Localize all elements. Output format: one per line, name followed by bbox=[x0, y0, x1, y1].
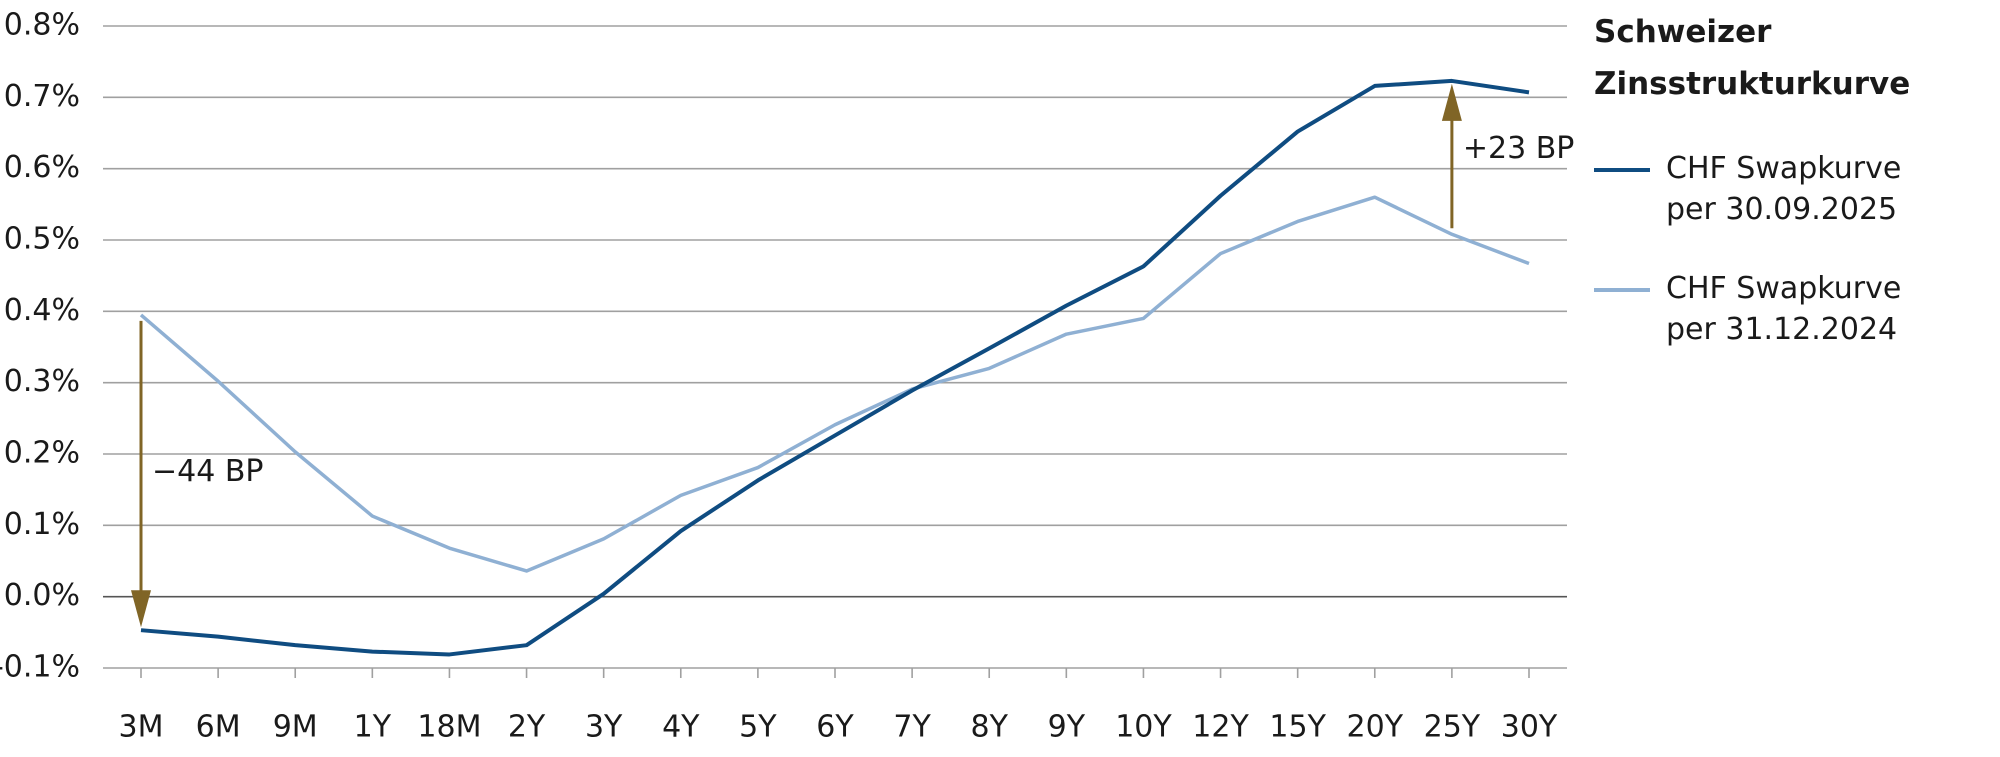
x-tick-label: 4Y bbox=[662, 710, 700, 745]
x-tick-label: 2Y bbox=[508, 710, 546, 745]
y-tick-label: 0.1% bbox=[4, 507, 80, 542]
annotation: −44 BP bbox=[152, 454, 264, 489]
x-tick-label: 7Y bbox=[893, 710, 931, 745]
x-tick-label: 9Y bbox=[1048, 710, 1086, 745]
x-tick-label: 18M bbox=[417, 710, 481, 745]
y-tick-label: -0.1% bbox=[0, 650, 80, 685]
x-tick-label: 20Y bbox=[1347, 710, 1404, 745]
x-tick-label: 8Y bbox=[971, 710, 1009, 745]
x-tick-label: 15Y bbox=[1269, 710, 1326, 745]
x-tick-label: 9M bbox=[273, 710, 318, 745]
annotation: +23 BP bbox=[1463, 131, 1575, 166]
legend-swatch bbox=[1594, 288, 1650, 292]
legend-label: CHF Swapkurve per 31.12.2024 bbox=[1666, 271, 1902, 347]
y-tick-label: 0.4% bbox=[4, 293, 80, 328]
y-tick-label: 0.2% bbox=[4, 436, 80, 471]
y-tick-label: 0.0% bbox=[4, 578, 80, 613]
x-tick-label: 6M bbox=[196, 710, 241, 745]
legend-label: CHF Swapkurve per 30.09.2025 bbox=[1666, 151, 1902, 227]
x-tick-label: 25Y bbox=[1424, 710, 1481, 745]
legend-item: CHF Swapkurve per 31.12.2024 bbox=[1594, 268, 1994, 350]
series-line bbox=[140, 78, 1530, 657]
annotation-arrowhead bbox=[131, 590, 151, 628]
x-tick-label: 5Y bbox=[739, 710, 777, 745]
x-tick-label: 1Y bbox=[354, 710, 392, 745]
x-tick-label: 3M bbox=[119, 710, 164, 745]
legend-item: CHF Swapkurve per 30.09.2025 bbox=[1594, 148, 1994, 230]
x-tick-label: 30Y bbox=[1501, 710, 1558, 745]
y-tick-label: 0.6% bbox=[4, 150, 80, 185]
x-tick-label: 3Y bbox=[585, 710, 623, 745]
annotation-arrowhead bbox=[1441, 83, 1462, 121]
x-tick-label: 6Y bbox=[816, 710, 854, 745]
legend: Schweizer Zinsstrukturkurve CHF Swapkurv… bbox=[1594, 6, 1994, 350]
y-tick-label: 0.5% bbox=[4, 222, 80, 257]
y-tick-label: 0.8% bbox=[4, 8, 80, 43]
x-tick-label: 10Y bbox=[1115, 710, 1172, 745]
legend-title: Schweizer Zinsstrukturkurve bbox=[1594, 14, 1911, 102]
y-tick-label: 0.3% bbox=[4, 364, 80, 399]
x-tick-label: 12Y bbox=[1192, 710, 1249, 745]
series-line bbox=[139, 195, 1530, 573]
legend-swatch bbox=[1594, 168, 1650, 172]
y-tick-label: 0.7% bbox=[4, 79, 80, 114]
